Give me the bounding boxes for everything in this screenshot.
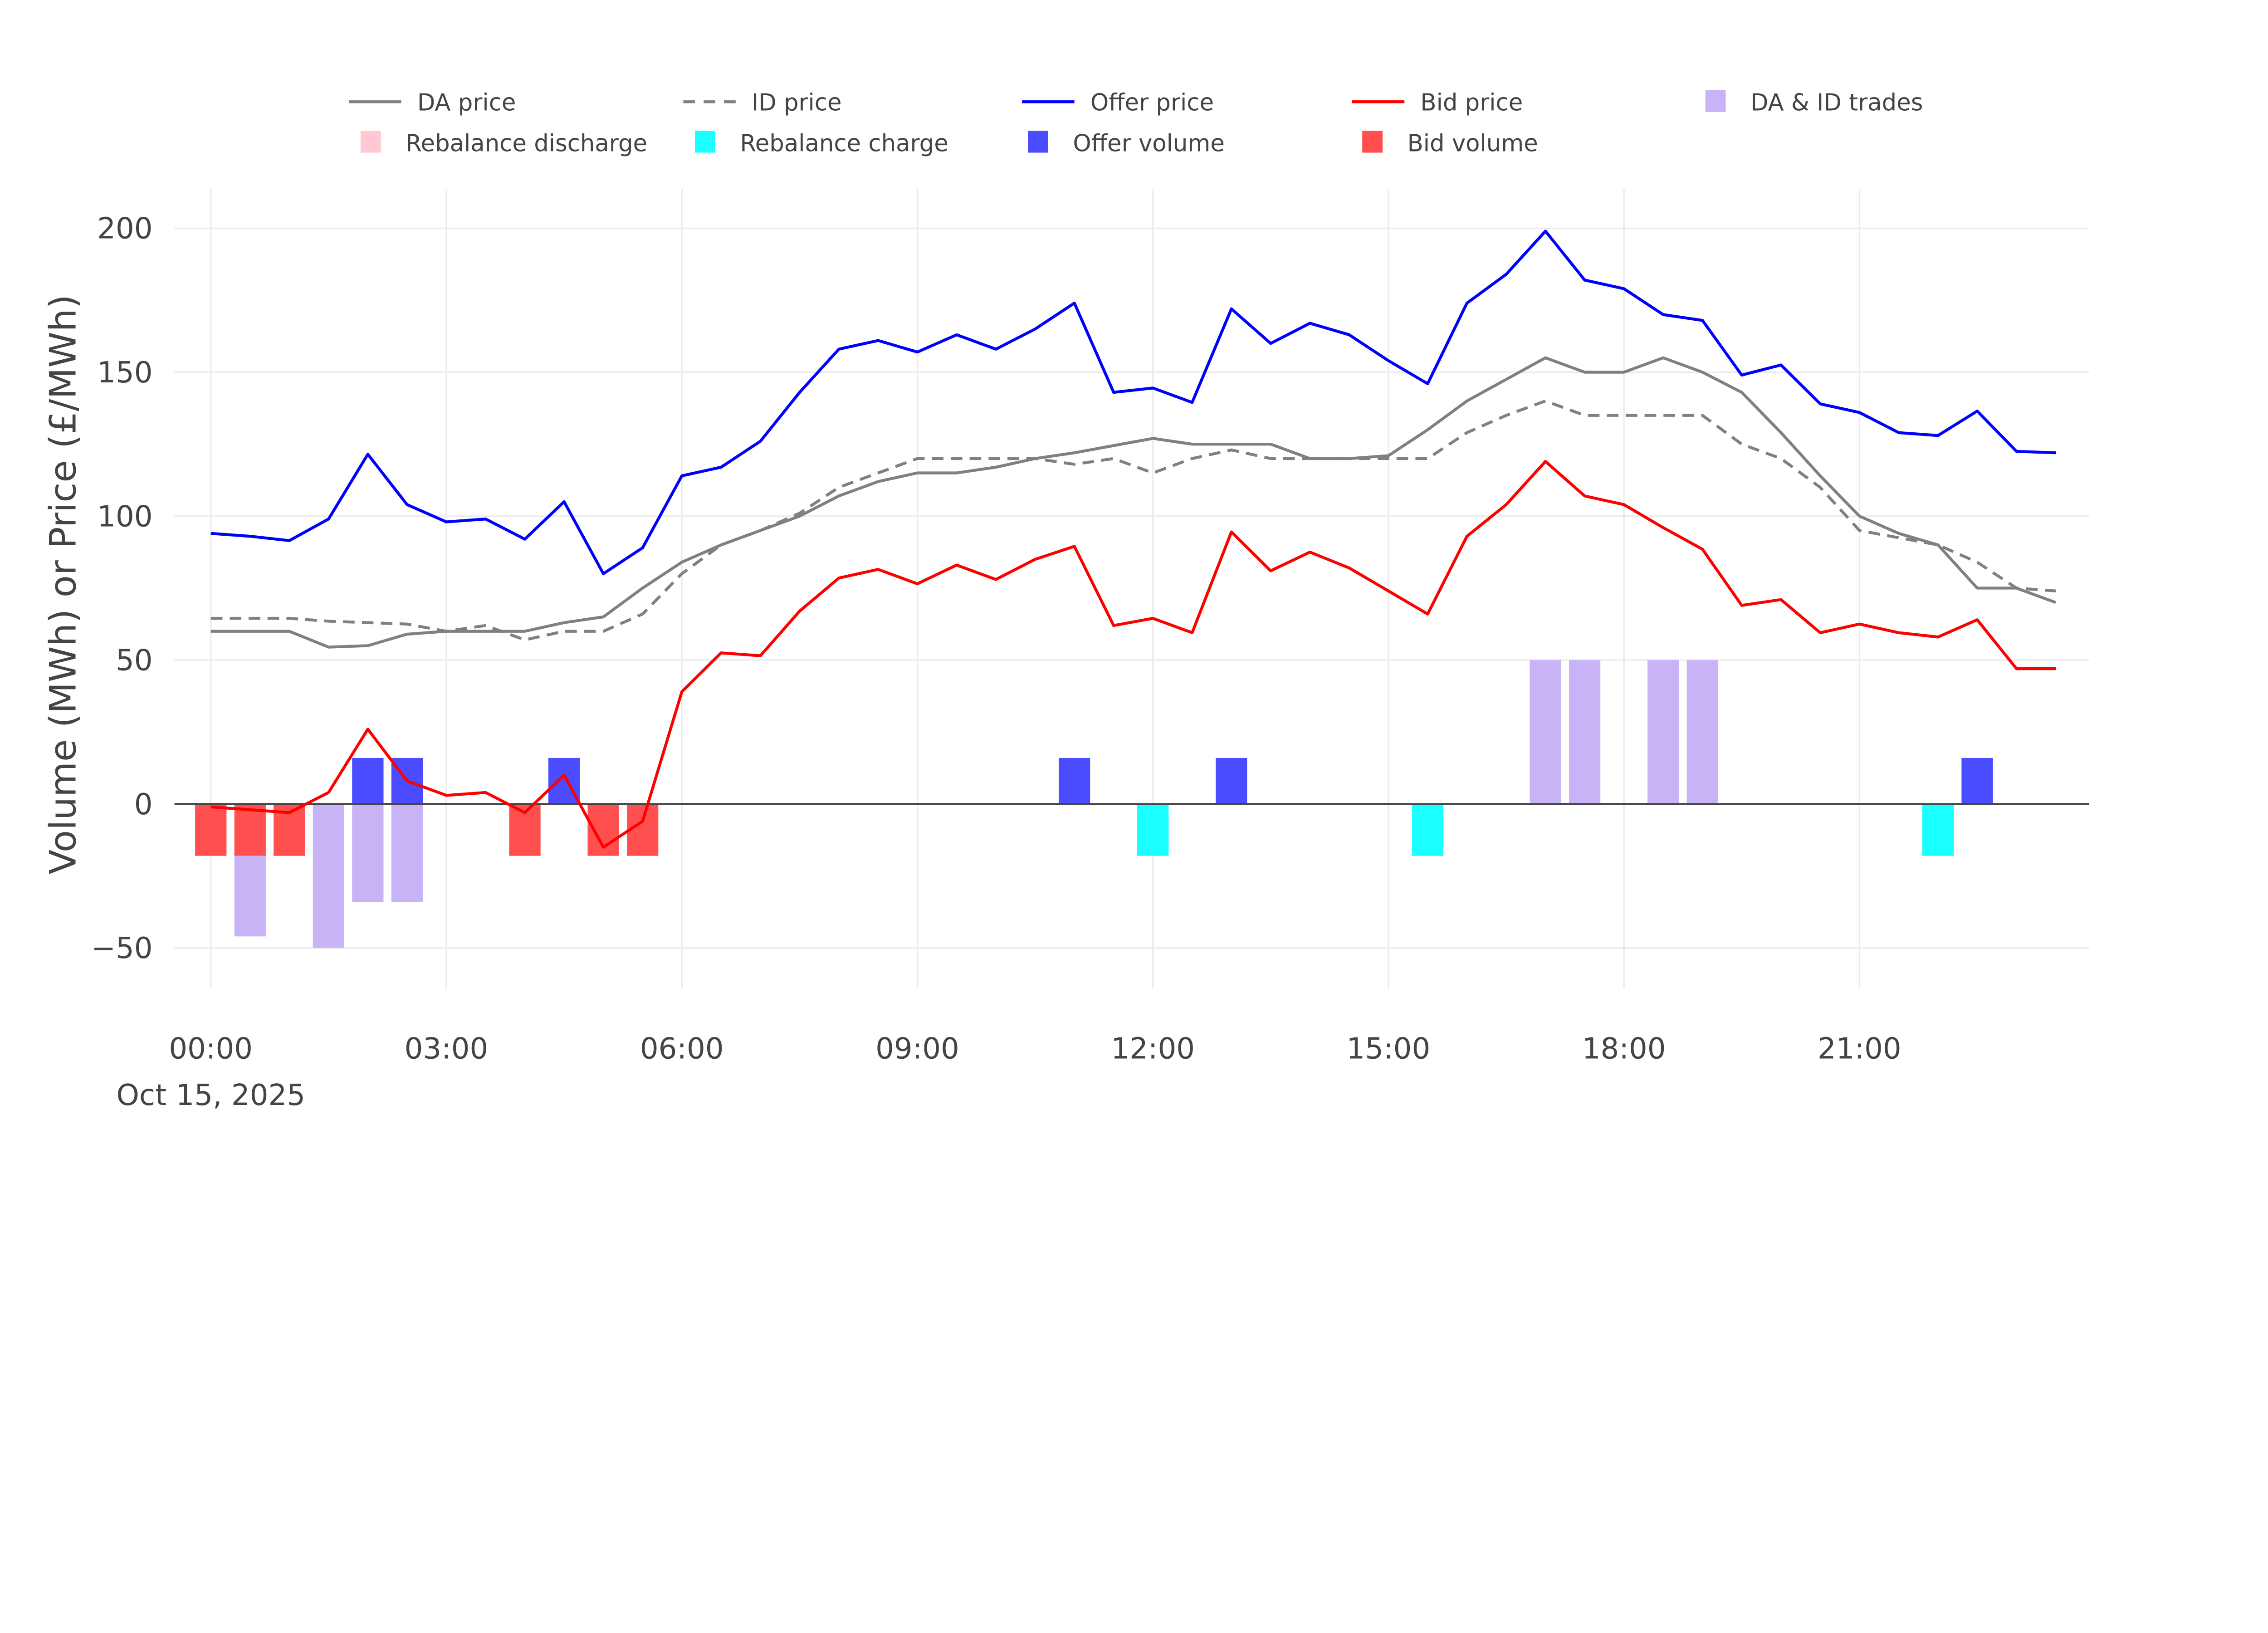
legend-label: ID price xyxy=(752,89,841,117)
bar-bid-volume xyxy=(234,804,266,856)
legend-item: Rebalance charge xyxy=(695,130,948,157)
x-tick-label: 00:00 xyxy=(169,1032,253,1066)
x-tick-label: 03:00 xyxy=(405,1032,489,1066)
y-tick-label: 0 xyxy=(134,788,153,821)
legend-swatch xyxy=(1362,131,1383,153)
bar-da-id-trades xyxy=(234,856,266,937)
legend-item: Bid volume xyxy=(1362,130,1538,157)
legend-swatch xyxy=(1705,90,1726,112)
legend-label: Bid price xyxy=(1420,89,1523,117)
legend-item: Offer price xyxy=(1022,89,1214,117)
legend-item: Bid price xyxy=(1352,89,1523,117)
legend-swatch xyxy=(1028,131,1048,153)
bar-layer xyxy=(195,660,1993,948)
legend-label: Rebalance discharge xyxy=(406,130,647,157)
legend-item: DA & ID trades xyxy=(1705,89,1923,117)
x-tick-label: 18:00 xyxy=(1582,1032,1666,1066)
legend-item: DA price xyxy=(349,89,516,117)
legend-label: DA price xyxy=(417,89,516,117)
x-axis-date-label: Oct 15, 2025 xyxy=(116,1079,305,1112)
bar-offer-volume xyxy=(1216,758,1247,804)
legend-label: Rebalance charge xyxy=(740,130,948,157)
line-bid-price xyxy=(210,460,2056,849)
bar-da-id-trades xyxy=(1530,660,1561,804)
bar-offer-volume xyxy=(1058,758,1090,804)
legend-swatch xyxy=(360,131,381,153)
y-tick-label: −50 xyxy=(91,932,152,965)
bar-rebalance-charge xyxy=(1412,804,1444,856)
legend-item: Rebalance discharge xyxy=(360,130,647,157)
line-offer-price xyxy=(210,230,2056,575)
y-tick-label: 150 xyxy=(97,356,152,390)
x-tick-label: 15:00 xyxy=(1347,1032,1431,1066)
bar-rebalance-charge xyxy=(1922,804,1954,856)
bar-da-id-trades xyxy=(1569,660,1601,804)
legend-label: Offer volume xyxy=(1073,130,1225,157)
gridlines xyxy=(174,189,2089,989)
legend-label: Offer price xyxy=(1090,89,1214,117)
bar-da-id-trades xyxy=(391,804,423,902)
bar-da-id-trades xyxy=(352,804,384,902)
bar-rebalance-charge xyxy=(1137,804,1169,856)
x-tick-label: 06:00 xyxy=(640,1032,724,1066)
legend-item: Offer volume xyxy=(1028,130,1225,157)
bar-offer-volume xyxy=(352,758,384,804)
y-tick-label: 100 xyxy=(97,500,152,533)
line-layer xyxy=(210,230,2057,849)
legend-label: DA & ID trades xyxy=(1750,89,1923,117)
chart: −50 0 50 100 150 200 00:00 03:00 06:00 09:00 12:00… xyxy=(42,89,2089,1112)
bar-da-id-trades xyxy=(313,804,344,948)
x-tick-label: 21:00 xyxy=(1818,1032,1901,1066)
bar-da-id-trades xyxy=(1647,660,1679,804)
bar-offer-volume xyxy=(1961,758,1993,804)
line-da-price xyxy=(210,356,2057,649)
line-id-price xyxy=(210,399,2056,641)
y-axis-title: Volume (MWh) or Price (£/MWh) xyxy=(42,294,84,874)
legend: DA price ID price Offer price Bid price DA &… xyxy=(349,89,1923,157)
legend-label: Bid volume xyxy=(1408,130,1538,157)
legend-swatch xyxy=(695,131,715,153)
bar-bid-volume xyxy=(195,804,227,856)
y-tick-label: 50 xyxy=(116,644,153,678)
y-tick-label: 200 xyxy=(97,212,152,246)
axes: −50 0 50 100 150 200 00:00 03:00 06:00 09:00 12:00… xyxy=(91,212,1901,1066)
legend-item: ID price xyxy=(683,89,842,117)
bar-da-id-trades xyxy=(1686,660,1718,804)
x-tick-label: 09:00 xyxy=(875,1032,959,1066)
x-tick-label: 12:00 xyxy=(1111,1032,1195,1066)
